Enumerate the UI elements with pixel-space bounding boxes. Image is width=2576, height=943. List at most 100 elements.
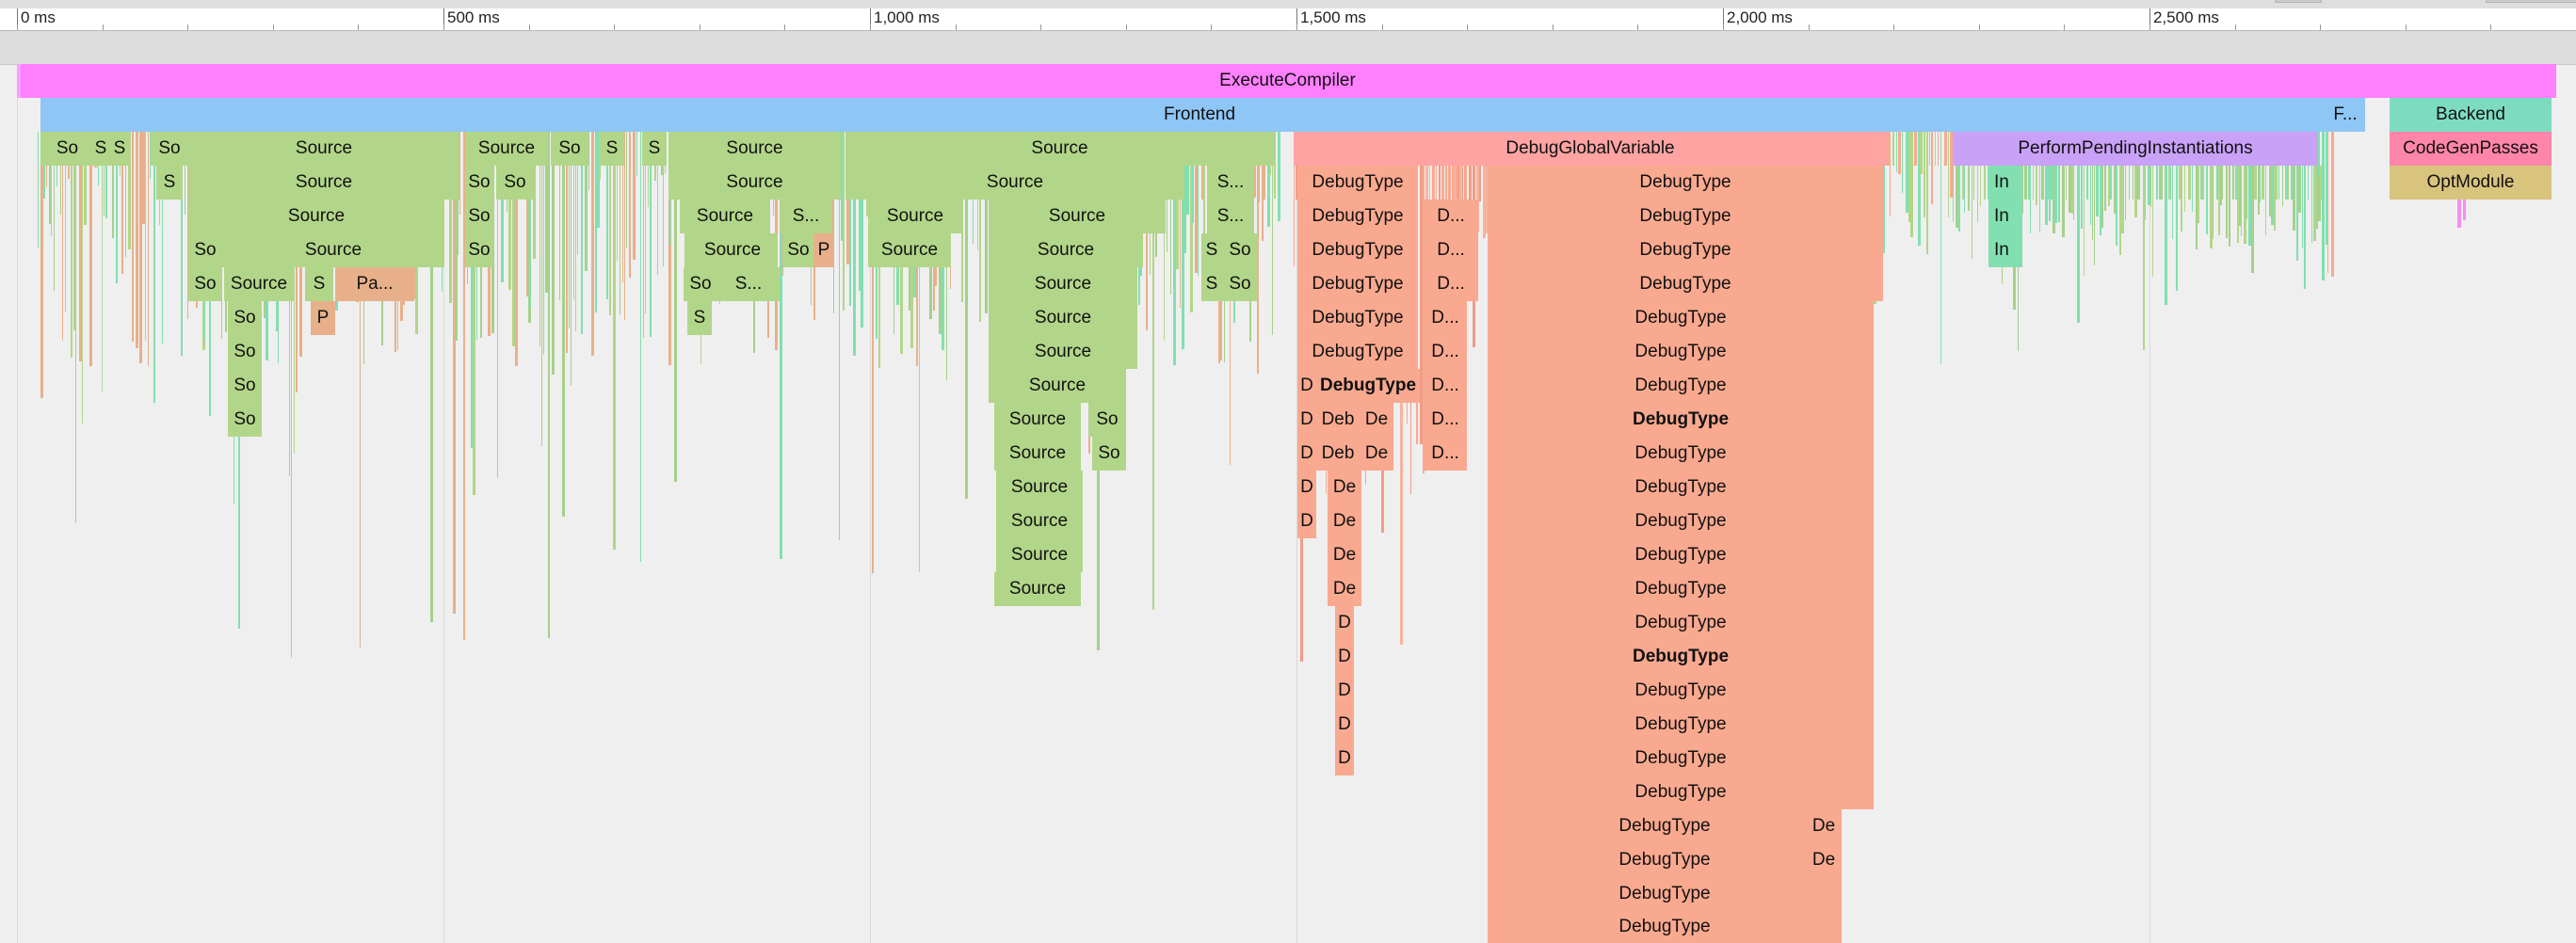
flame-codegen-passes[interactable]: CodeGenPasses bbox=[2390, 132, 2552, 166]
flame-source[interactable]: Source bbox=[868, 233, 951, 267]
flame-debug-type[interactable]: DebugType bbox=[1488, 708, 1874, 742]
flame-debug-type[interactable]: D bbox=[1335, 674, 1354, 708]
flame-source[interactable]: S bbox=[1201, 267, 1222, 301]
flame-debug-type[interactable]: D... bbox=[1424, 267, 1478, 301]
flame-instantiate[interactable]: In bbox=[1988, 233, 2022, 267]
flame-debug-type[interactable]: DebugType bbox=[1488, 843, 1842, 877]
flame-debug-type[interactable]: DebugType bbox=[1488, 606, 1874, 640]
flame-debug-type[interactable]: DebugType bbox=[1297, 267, 1418, 301]
flame-debug-type[interactable]: DebugType bbox=[1488, 335, 1874, 369]
flame-debug-type[interactable]: De bbox=[1360, 403, 1393, 437]
flame-debug-type[interactable]: D... bbox=[1424, 437, 1467, 471]
flame-source[interactable]: Source bbox=[845, 132, 1274, 166]
flame-execute-compiler[interactable]: ExecuteCompiler bbox=[19, 64, 2556, 98]
flame-source[interactable]: Source bbox=[222, 233, 444, 267]
flame-debug-type[interactable]: De bbox=[1328, 572, 1361, 606]
flame-debug-type[interactable]: D bbox=[1335, 708, 1354, 742]
flame-debug-type[interactable]: D bbox=[1335, 640, 1354, 674]
flame-source[interactable]: Source bbox=[989, 233, 1143, 267]
flame-debug-type[interactable]: DebugType bbox=[1488, 640, 1874, 674]
flame-source[interactable]: Source bbox=[668, 132, 841, 166]
flame-debug-type[interactable]: De bbox=[1806, 843, 1842, 877]
flame-debug-type[interactable]: De bbox=[1328, 504, 1361, 538]
flame-source[interactable]: S... bbox=[780, 200, 832, 233]
flame-source[interactable]: So bbox=[684, 267, 717, 301]
flame-debug-type[interactable]: DebugType bbox=[1488, 877, 1842, 911]
flame-debug-type[interactable]: D bbox=[1297, 471, 1316, 504]
flame-debug-type[interactable]: D bbox=[1297, 369, 1316, 403]
flame-debug-type[interactable]: DebugType bbox=[1488, 504, 1874, 538]
flame-debug-type[interactable]: De bbox=[1360, 437, 1393, 471]
flame-frontend[interactable]: Frontend bbox=[40, 98, 2359, 132]
flame-debug-type-selected[interactable]: DebugType bbox=[1316, 369, 1420, 403]
flame-source[interactable]: So bbox=[151, 132, 188, 166]
flame-backend[interactable]: Backend bbox=[2390, 98, 2552, 132]
flame-debug-type[interactable]: DebugType bbox=[1488, 775, 1874, 809]
flame-source[interactable]: S bbox=[305, 267, 333, 301]
flame-debug-type[interactable]: De bbox=[1328, 538, 1361, 572]
flame-debug-type[interactable]: DebugType bbox=[1488, 538, 1874, 572]
flame-source[interactable]: Source bbox=[989, 200, 1166, 233]
flame-source[interactable]: Source bbox=[680, 200, 770, 233]
flame-source[interactable]: S bbox=[600, 132, 624, 166]
flame-source[interactable]: So bbox=[465, 233, 493, 267]
flame-debug-type[interactable]: Deb bbox=[1316, 437, 1360, 471]
flame-debug-type[interactable]: DebugType bbox=[1488, 166, 1883, 200]
flame-debug-type[interactable]: De bbox=[1328, 471, 1361, 504]
flame-source[interactable]: So bbox=[188, 267, 222, 301]
flame-debug-type[interactable]: Deb bbox=[1316, 403, 1360, 437]
flame-debug-type[interactable]: DebugType bbox=[1488, 233, 1883, 267]
flame-chart[interactable]: ExecuteCompiler Frontend F... Backend So… bbox=[0, 64, 2576, 943]
flame-debug-type[interactable]: DebugType bbox=[1297, 301, 1418, 335]
flame-source[interactable]: So bbox=[1088, 403, 1126, 437]
flame-debug-type[interactable]: DebugType bbox=[1488, 403, 1874, 437]
flame-parse[interactable]: Pa... bbox=[335, 267, 414, 301]
flame-source[interactable]: S bbox=[687, 301, 712, 335]
flame-source[interactable]: So bbox=[465, 200, 493, 233]
flame-source[interactable]: So bbox=[228, 335, 262, 369]
flame-source[interactable]: Source bbox=[994, 403, 1081, 437]
flame-source[interactable]: Source bbox=[996, 504, 1083, 538]
flame-source[interactable]: S bbox=[1201, 233, 1222, 267]
flame-debug-type[interactable]: D... bbox=[1424, 403, 1467, 437]
flame-source[interactable]: So bbox=[228, 403, 262, 437]
flame-source[interactable]: Source bbox=[994, 437, 1081, 471]
flame-source[interactable]: So bbox=[551, 132, 588, 166]
top-scrollbar[interactable] bbox=[0, 0, 2576, 8]
flame-instantiate[interactable]: In bbox=[1988, 200, 2022, 233]
flame-debug-type[interactable]: D bbox=[1335, 742, 1354, 775]
flame-source[interactable]: Source bbox=[996, 538, 1083, 572]
flame-debug-type[interactable]: DebugType bbox=[1488, 267, 1883, 301]
flame-source[interactable]: So bbox=[783, 233, 813, 267]
flame-source[interactable]: S... bbox=[717, 267, 780, 301]
flame-source[interactable]: Source bbox=[989, 335, 1137, 369]
flame-perform-pending[interactable]: PerformPendingInstantiations bbox=[1953, 132, 2318, 166]
flame-source[interactable]: Source bbox=[994, 572, 1081, 606]
flame-debug-type[interactable]: D bbox=[1297, 504, 1316, 538]
flame-source[interactable]: Source bbox=[465, 132, 548, 166]
flame-debug-type[interactable]: D... bbox=[1424, 301, 1467, 335]
flame-source[interactable]: S bbox=[642, 132, 667, 166]
flame-debug-type[interactable]: DebugType bbox=[1488, 674, 1874, 708]
flame-opt-module[interactable]: OptModule bbox=[2390, 166, 2552, 200]
scroll-thumb-left[interactable] bbox=[2275, 0, 2322, 3]
flame-debug-type[interactable]: D... bbox=[1424, 369, 1467, 403]
flame-debug-type[interactable]: D bbox=[1297, 403, 1316, 437]
flame-source[interactable]: So bbox=[228, 369, 262, 403]
flame-source[interactable]: Source bbox=[989, 369, 1126, 403]
flame-source[interactable]: Source bbox=[668, 166, 841, 200]
flame-debug-type[interactable]: DebugType bbox=[1488, 369, 1874, 403]
flame-debug-type[interactable]: D... bbox=[1424, 200, 1478, 233]
flame-source[interactable]: S bbox=[156, 166, 183, 200]
flame-source[interactable]: So bbox=[1092, 437, 1126, 471]
flame-source[interactable]: Source bbox=[845, 166, 1184, 200]
flame-debug-type[interactable]: DebugType bbox=[1488, 809, 1842, 843]
flame-source[interactable]: Source bbox=[989, 301, 1137, 335]
flame-source[interactable]: Source bbox=[188, 166, 459, 200]
flame-debug-global-variable[interactable]: DebugGlobalVariable bbox=[1294, 132, 1887, 166]
flame-source[interactable]: Source bbox=[188, 132, 459, 166]
flame-source[interactable]: So bbox=[40, 132, 94, 166]
flame-parse[interactable]: P bbox=[813, 233, 834, 267]
flame-source[interactable]: Source bbox=[188, 200, 444, 233]
flame-source[interactable]: Source bbox=[868, 200, 962, 233]
